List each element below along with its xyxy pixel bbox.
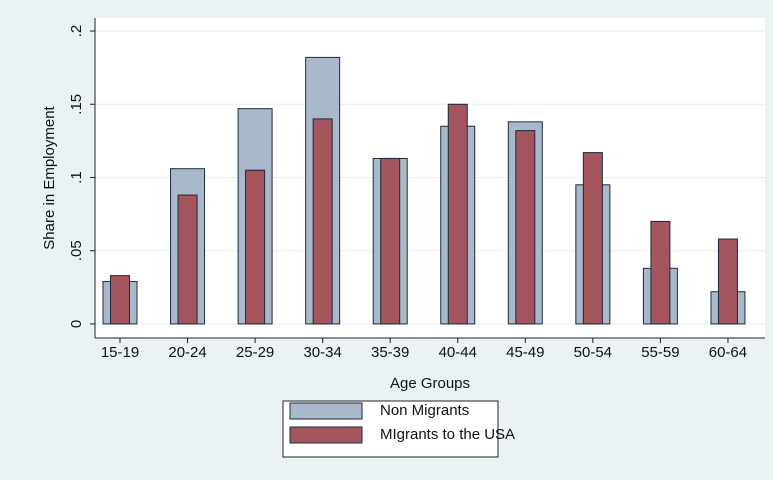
bar: [717, 238, 738, 325]
bar: [312, 118, 333, 325]
bar: [650, 220, 671, 325]
bar: [447, 103, 468, 325]
legend-swatch: [289, 402, 363, 420]
legend-label: Non Migrants: [380, 402, 469, 419]
x-tick-label: 55-59: [641, 344, 679, 361]
bar: [380, 157, 401, 325]
bar: [245, 169, 266, 325]
bar: [582, 152, 603, 325]
legend-label: MIgrants to the USA: [380, 426, 515, 443]
y-tick-label: .05: [68, 240, 85, 261]
x-tick-label: 45-49: [506, 344, 544, 361]
x-tick-label: 60-64: [709, 344, 747, 361]
y-tick-label: .15: [68, 94, 85, 115]
x-tick-label: 35-39: [371, 344, 409, 361]
y-tick-label: .2: [68, 25, 85, 38]
x-axis-title: Age Groups: [390, 375, 470, 392]
x-tick-label: 40-44: [439, 344, 477, 361]
y-tick-label: .1: [68, 171, 85, 184]
x-tick-label: 20-24: [168, 344, 206, 361]
x-tick-label: 50-54: [574, 344, 612, 361]
bar: [177, 194, 198, 325]
y-axis-title: Share in Employment: [41, 105, 58, 249]
x-tick-label: 15-19: [101, 344, 139, 361]
x-tick-label: 25-29: [236, 344, 274, 361]
bar: [515, 130, 536, 325]
legend-swatch: [289, 426, 363, 444]
x-tick-label: 30-34: [303, 344, 341, 361]
bar: [110, 275, 130, 325]
y-tick-label: 0: [68, 320, 85, 328]
